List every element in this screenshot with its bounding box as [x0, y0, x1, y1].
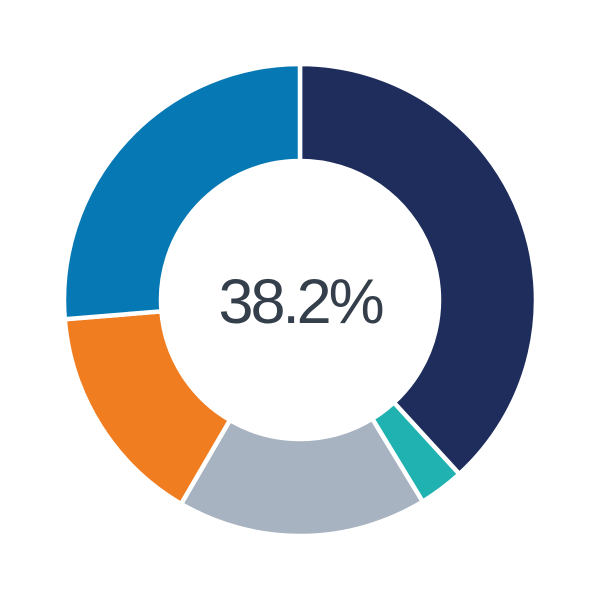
- donut-segment-blue: [61, 61, 303, 322]
- center-value-label: 38.2%: [218, 267, 385, 337]
- donut-segment-dark-navy: [297, 61, 539, 478]
